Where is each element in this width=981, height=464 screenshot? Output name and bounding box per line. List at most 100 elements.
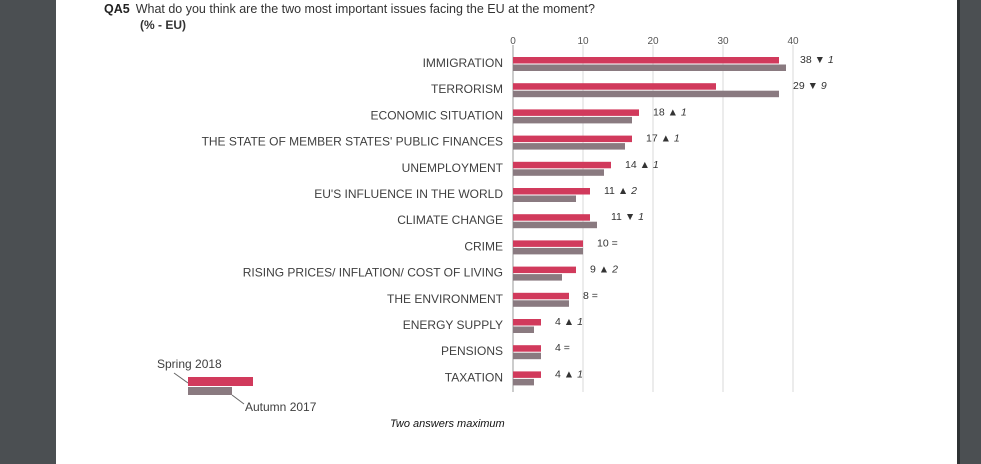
data-label-value: 29 (793, 80, 808, 92)
data-label: 29 ▼ 9 (793, 80, 827, 92)
page-edge (957, 0, 960, 464)
footnote: Two answers maximum (390, 418, 505, 430)
bar-autumn-2017 (513, 274, 562, 281)
bar-spring-2018 (513, 292, 569, 300)
bar-spring-2018 (513, 161, 611, 169)
data-label: 38 ▼ 1 (800, 54, 834, 66)
data-label-value: 8 (583, 290, 592, 302)
data-label-arrow: ▼ (815, 54, 828, 66)
category-label: THE ENVIRONMENT (387, 292, 504, 306)
bar-spring-2018 (513, 83, 716, 90)
category-label: CLIMATE CHANGE (397, 213, 503, 227)
category-label: PENSIONS (441, 344, 503, 358)
data-label-change: 1 (653, 159, 659, 171)
category-label: THE STATE OF MEMBER STATES' PUBLIC FINAN… (202, 135, 503, 149)
bar-autumn-2017 (513, 352, 541, 360)
data-label-value: 18 (653, 106, 668, 118)
bar-autumn-2017 (513, 64, 786, 71)
data-label-change: 1 (577, 316, 583, 328)
bar-autumn-2017 (513, 378, 534, 386)
data-label-change: 1 (681, 106, 687, 118)
data-label-value: 4 (555, 316, 564, 328)
category-label: RISING PRICES/ INFLATION/ COST OF LIVING (243, 266, 503, 280)
data-label-arrow: ▲ (599, 264, 612, 276)
bar-autumn-2017 (513, 143, 625, 150)
bar-spring-2018 (513, 135, 632, 143)
data-label-value: 14 (625, 159, 640, 171)
data-label-arrow: ▼ (625, 211, 638, 223)
data-label: 4 ▲ 1 (555, 368, 583, 380)
bar-autumn-2017 (513, 300, 569, 307)
bar-autumn-2017 (513, 90, 779, 98)
report-page (56, 0, 957, 464)
x-tick-label: 30 (717, 36, 729, 47)
category-label: TAXATION (445, 370, 503, 384)
bar-spring-2018 (513, 240, 583, 247)
question-unit: (% - EU) (140, 18, 186, 32)
data-label-change: 1 (577, 368, 583, 380)
data-label: 4 = (555, 342, 570, 354)
bar-spring-2018 (513, 319, 541, 326)
bar-autumn-2017 (513, 221, 597, 229)
category-label: ECONOMIC SITUATION (371, 108, 503, 122)
bar-autumn-2017 (513, 247, 583, 255)
question-id: QA5 (104, 2, 130, 16)
bar-spring-2018 (513, 345, 541, 352)
bar-spring-2018 (513, 188, 590, 195)
data-label-arrow: ▲ (564, 368, 577, 380)
legend-swatch-spring-2018 (188, 377, 253, 386)
data-label-change: 2 (630, 185, 637, 197)
legend-label-autumn-2017: Autumn 2017 (245, 400, 317, 414)
data-label-value: 9 (590, 264, 599, 276)
data-label-arrow: = (564, 342, 570, 354)
data-label-value: 11 (611, 211, 625, 223)
category-label: UNEMPLOYMENT (402, 161, 504, 175)
data-label-arrow: ▲ (640, 159, 653, 171)
data-label: 8 = (583, 290, 598, 302)
data-label-change: 9 (821, 80, 827, 92)
legend-leader-spring (173, 372, 189, 384)
bar-autumn-2017 (513, 195, 576, 202)
legend-swatch-autumn-2017 (188, 387, 232, 395)
data-label-change: 2 (611, 264, 618, 276)
category-label: ENERGY SUPPLY (403, 318, 503, 332)
x-tick-label: 20 (647, 36, 659, 47)
data-label-change: 1 (674, 133, 680, 145)
data-label-arrow: = (592, 290, 598, 302)
data-label: 4 ▲ 1 (555, 316, 583, 328)
data-label: 11 ▲ 2 (604, 185, 637, 197)
bar-spring-2018 (513, 371, 541, 378)
data-label-value: 4 (555, 342, 564, 354)
data-label-arrow: ▲ (668, 106, 681, 118)
bar-spring-2018 (513, 57, 779, 64)
data-label: 14 ▲ 1 (625, 159, 659, 171)
data-label-arrow: ▲ (618, 185, 631, 197)
data-label: 11 ▼ 1 (611, 211, 644, 223)
bar-autumn-2017 (513, 326, 534, 333)
bar-autumn-2017 (513, 116, 632, 124)
category-label: CRIME (464, 239, 503, 253)
question-title: QA5 What do you think are the two most im… (104, 2, 595, 16)
bar-autumn-2017 (513, 169, 604, 176)
data-label-value: 10 (597, 237, 612, 249)
category-label: EU'S INFLUENCE IN THE WORLD (314, 187, 503, 201)
bar-spring-2018 (513, 214, 590, 221)
legend-leader-autumn (231, 394, 245, 405)
data-label: 18 ▲ 1 (653, 106, 687, 118)
data-label-value: 17 (646, 133, 661, 145)
data-label: 10 = (597, 237, 618, 249)
legend-label-spring-2018: Spring 2018 (157, 357, 222, 371)
category-label: TERRORISM (431, 82, 503, 96)
data-label-change: 1 (828, 54, 834, 66)
data-label-arrow: = (612, 237, 618, 249)
bar-spring-2018 (513, 109, 639, 116)
data-label: 17 ▲ 1 (646, 133, 680, 145)
x-tick-label: 0 (510, 36, 516, 47)
data-label-change: 1 (638, 211, 644, 223)
data-label-arrow: ▼ (808, 80, 821, 92)
x-tick-label: 10 (577, 36, 589, 47)
data-label-value: 4 (555, 368, 564, 380)
data-label-arrow: ▲ (661, 133, 674, 145)
data-label-value: 38 (800, 54, 815, 66)
data-label: 9 ▲ 2 (590, 264, 618, 276)
